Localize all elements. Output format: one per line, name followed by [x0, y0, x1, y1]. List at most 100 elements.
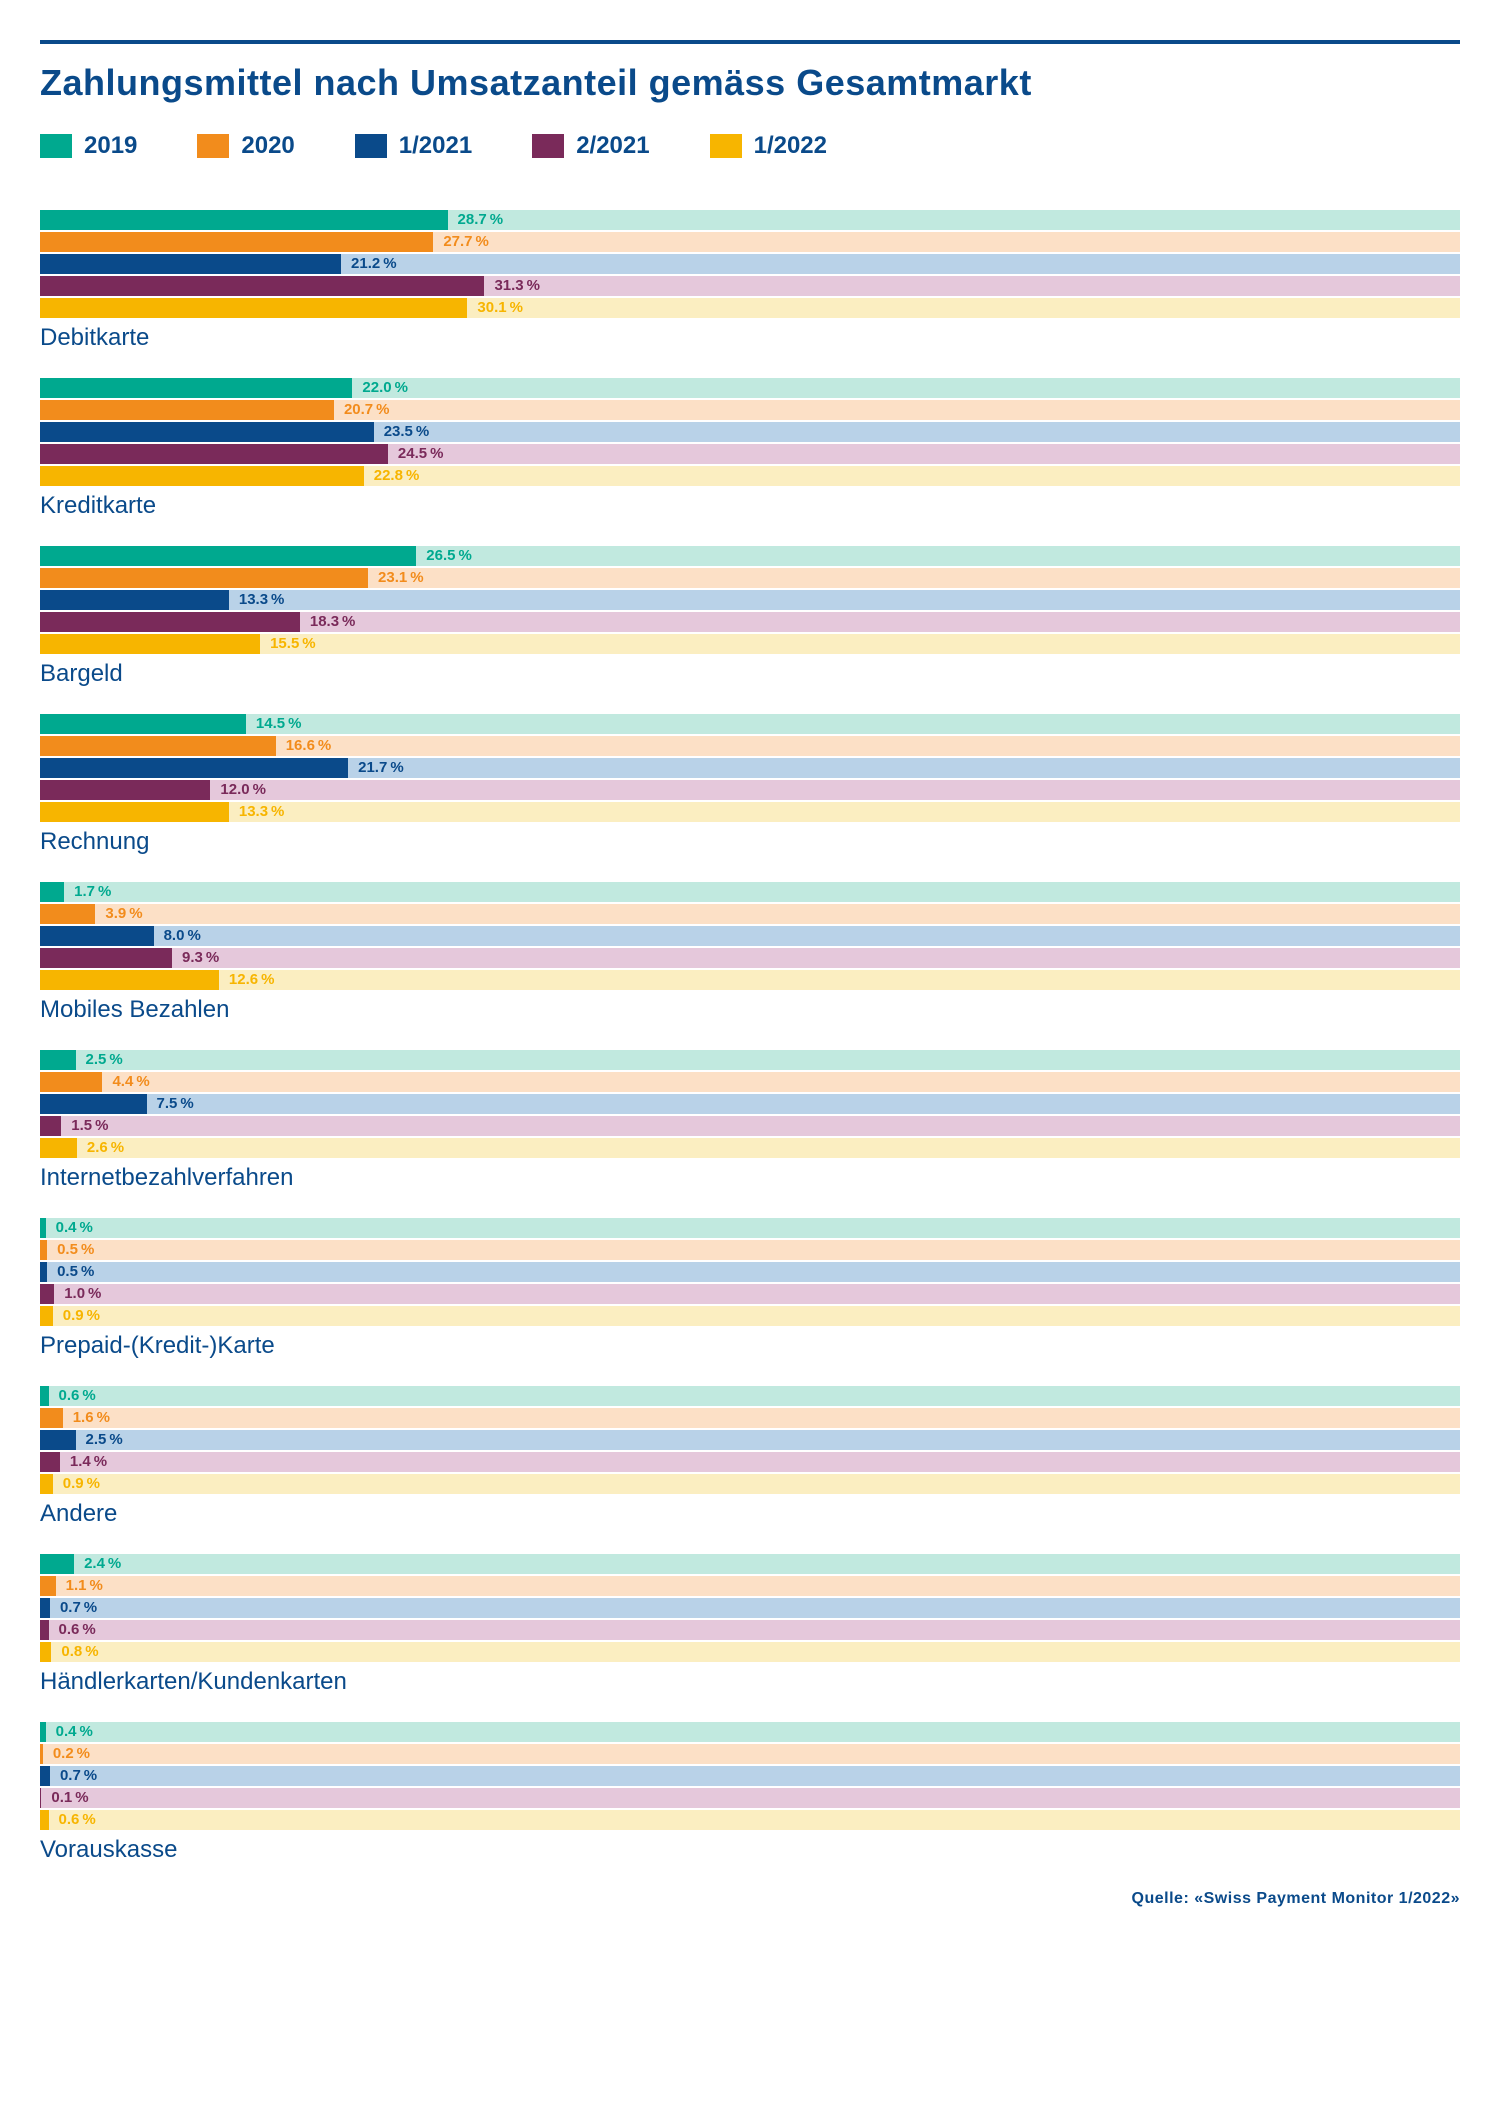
- bar-value-label: 28.7 %: [458, 211, 504, 228]
- bar-row: 1.1 %: [40, 1576, 1460, 1596]
- chart-body: 28.7 %27.7 %21.2 %31.3 %30.1 %Debitkarte…: [40, 210, 1460, 1864]
- bar-row: 21.2 %: [40, 254, 1460, 274]
- bar-value-label: 4.4 %: [112, 1073, 149, 1090]
- bar-fill: [40, 1240, 47, 1260]
- bar-fill: [40, 1766, 50, 1786]
- bar-fill: [40, 1810, 49, 1830]
- bar-value-label: 0.7 %: [60, 1767, 97, 1784]
- bar-fill: [40, 1788, 41, 1808]
- bar-row: 12.0 %: [40, 780, 1460, 800]
- bar-row: 0.6 %: [40, 1620, 1460, 1640]
- bar-row: 1.0 %: [40, 1284, 1460, 1304]
- bar-track: [40, 714, 1460, 734]
- legend-label: 1/2021: [399, 132, 472, 160]
- bar-row: 31.3 %: [40, 276, 1460, 296]
- category-block: 0.4 %0.2 %0.7 %0.1 %0.6 %Vorauskasse: [40, 1722, 1460, 1864]
- category-bars: 0.4 % 0.5 % 0.5 % 1.0 % 0.9 %: [40, 1218, 1460, 1326]
- category-bars: 22.0 %20.7 %23.5 %24.5 %22.8 %: [40, 378, 1460, 486]
- bar-track: [40, 1766, 1460, 1786]
- bar-track: [40, 1138, 1460, 1158]
- bar-fill: [40, 1050, 76, 1070]
- category-bars: 2.4 %1.1 %0.7 %0.6 %0.8 %: [40, 1554, 1460, 1662]
- bar-value-label: 12.6 %: [229, 971, 275, 988]
- bar-row: 15.5 %: [40, 634, 1460, 654]
- bar-fill: [40, 210, 448, 230]
- bar-value-label: 23.1 %: [378, 569, 424, 586]
- category-bars: 0.4 %0.2 %0.7 %0.1 %0.6 %: [40, 1722, 1460, 1830]
- category-bars: 28.7 %27.7 %21.2 %31.3 %30.1 %: [40, 210, 1460, 318]
- bar-fill: [40, 1576, 56, 1596]
- category-bars: 26.5 %23.1 %13.3 %18.3 %15.5 %: [40, 546, 1460, 654]
- bar-fill: [40, 378, 352, 398]
- bar-fill: [40, 1386, 49, 1406]
- bar-fill: [40, 400, 334, 420]
- bar-value-label: 22.0 %: [362, 379, 408, 396]
- bar-track: [40, 1072, 1460, 1092]
- bar-value-label: 0.6 %: [59, 1621, 96, 1638]
- bar-track: [40, 1554, 1460, 1574]
- bar-value-label: 0.4 %: [56, 1723, 93, 1740]
- legend-item: 1/2021: [355, 132, 472, 160]
- bar-value-label: 2.4 %: [84, 1555, 121, 1572]
- bar-value-label: 0.4 %: [56, 1219, 93, 1236]
- bar-value-label: 2.6 %: [87, 1139, 124, 1156]
- category-block: 2.5 %4.4 %7.5 %1.5 %2.6 %Internetbezahlv…: [40, 1050, 1460, 1192]
- category-block: 1.7 %3.9 %8.0 %9.3 %12.6 %Mobiles Bezahl…: [40, 882, 1460, 1024]
- category-bars: 0.6 %1.6 %2.5 %1.4 %0.9 %: [40, 1386, 1460, 1494]
- bar-value-label: 0.9 %: [63, 1475, 100, 1492]
- bar-value-label: 20.7 %: [344, 401, 390, 418]
- bar-value-label: 16.6 %: [286, 737, 332, 754]
- bar-track: [40, 1386, 1460, 1406]
- bar-value-label: 13.3 %: [239, 803, 285, 820]
- bar-fill: [40, 634, 260, 654]
- bar-fill: [40, 948, 172, 968]
- category-name: Prepaid-(Kredit-)Karte: [40, 1332, 1460, 1360]
- bar-value-label: 1.0 %: [64, 1285, 101, 1302]
- legend-swatch: [355, 134, 387, 158]
- bar-value-label: 30.1 %: [477, 299, 523, 316]
- bar-row: 2.6 %: [40, 1138, 1460, 1158]
- bar-track: [40, 1598, 1460, 1618]
- bar-track: [40, 1262, 1460, 1282]
- bar-fill: [40, 736, 276, 756]
- bar-track: [40, 1408, 1460, 1428]
- bar-row: 2.4 %: [40, 1554, 1460, 1574]
- bar-value-label: 9.3 %: [182, 949, 219, 966]
- bar-track: [40, 1306, 1460, 1326]
- bar-fill: [40, 1218, 46, 1238]
- bar-fill: [40, 1452, 60, 1472]
- bar-value-label: 18.3 %: [310, 613, 356, 630]
- category-name: Internetbezahlverfahren: [40, 1164, 1460, 1192]
- legend-swatch: [40, 134, 72, 158]
- bar-row: 1.4 %: [40, 1452, 1460, 1472]
- bar-fill: [40, 1642, 51, 1662]
- bar-row: 0.9 %: [40, 1474, 1460, 1494]
- bar-track: [40, 1094, 1460, 1114]
- bar-row: 1.7 %: [40, 882, 1460, 902]
- bar-value-label: 0.7 %: [60, 1599, 97, 1616]
- bar-fill: [40, 1306, 53, 1326]
- bar-track: [40, 1744, 1460, 1764]
- bar-row: 0.6 %: [40, 1386, 1460, 1406]
- bar-fill: [40, 1094, 147, 1114]
- legend-label: 2/2021: [576, 132, 649, 160]
- category-block: 0.4 % 0.5 % 0.5 % 1.0 % 0.9 % Prepaid-(Kredit…: [40, 1218, 1460, 1360]
- bar-fill: [40, 904, 95, 924]
- bar-fill: [40, 444, 388, 464]
- bar-value-label: 0.5 %: [57, 1241, 94, 1258]
- bar-track: [40, 1452, 1460, 1472]
- bar-value-label: 0.5 %: [57, 1263, 94, 1280]
- bar-row: 3.9 %: [40, 904, 1460, 924]
- bar-value-label: 0.6 %: [59, 1387, 96, 1404]
- category-block: 0.6 %1.6 %2.5 %1.4 %0.9 %Andere: [40, 1386, 1460, 1528]
- bar-row: 1.6 %: [40, 1408, 1460, 1428]
- bar-value-label: 7.5 %: [157, 1095, 194, 1112]
- bar-row: 22.8 %: [40, 466, 1460, 486]
- bar-row: 0.9 %: [40, 1306, 1460, 1326]
- bar-fill: [40, 232, 433, 252]
- bar-row: 0.5 %: [40, 1240, 1460, 1260]
- bar-fill: [40, 1554, 74, 1574]
- category-block: 14.5 %16.6 %21.7 %12.0 %13.3 %Rechnung: [40, 714, 1460, 856]
- bar-fill: [40, 1138, 77, 1158]
- bar-row: 13.3 %: [40, 590, 1460, 610]
